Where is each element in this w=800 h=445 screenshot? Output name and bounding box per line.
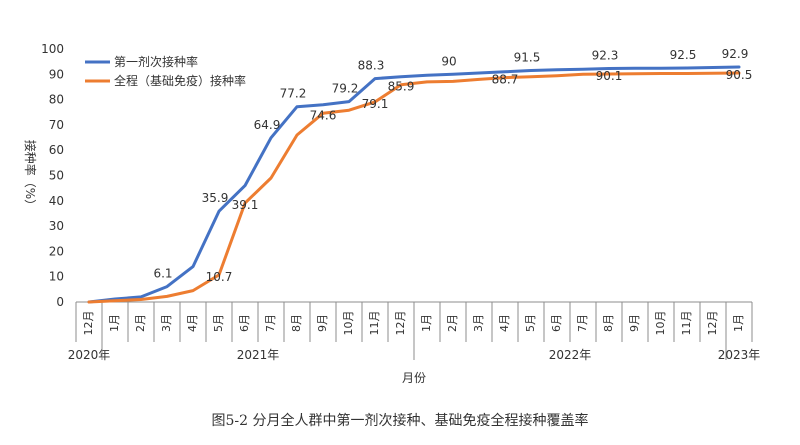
x-tick-label: 11月 xyxy=(368,311,381,336)
data-label: 92.9 xyxy=(722,47,749,61)
y-axis-title: 接种率（%） xyxy=(23,140,38,211)
y-tick-label: 0 xyxy=(56,295,64,309)
x-tick-label: 1月 xyxy=(108,314,121,332)
x-tick-label: 1月 xyxy=(420,314,433,332)
x-tick-label: 12月 xyxy=(394,311,407,336)
data-label: 88.3 xyxy=(358,59,385,73)
x-tick-label: 5月 xyxy=(212,314,225,332)
legend-label: 第一剂次接种率 xyxy=(114,54,198,69)
legend-label: 全程（基础免疫）接种率 xyxy=(114,73,246,88)
x-tick-label: 1月 xyxy=(732,314,745,332)
y-tick-label: 10 xyxy=(49,270,64,284)
x-tick-label: 12月 xyxy=(82,311,95,336)
x-tick-label: 7月 xyxy=(264,314,277,332)
x-tick-label: 11月 xyxy=(680,311,693,336)
x-axis: 12月 1月 2月 3月 4月 5月 6月 7月 8月 9月 10月 11月 12月 1月 2月 3月 4月 5月… xyxy=(68,301,761,362)
data-label: 90.1 xyxy=(596,69,623,83)
y-tick-label: 100 xyxy=(41,42,64,56)
series-line xyxy=(87,71,741,304)
data-label: 10.7 xyxy=(206,270,233,284)
data-label: 79.2 xyxy=(332,82,359,96)
data-label: 90 xyxy=(441,54,456,68)
chart: 0 10 20 30 40 50 60 70 80 90 100 12月 1月 2月 3月 4月 5月 6月 7月… xyxy=(23,42,761,385)
x-tick-label: 2月 xyxy=(446,314,459,332)
x-tick-label: 10月 xyxy=(342,311,355,336)
figure-caption: 图5-2 分月全人群中第一剂次接种、基础免疫全程接种覆盖率 xyxy=(211,413,589,429)
x-tick-label: 8月 xyxy=(290,314,303,332)
year-label: 2023年 xyxy=(718,348,761,362)
y-tick-label: 90 xyxy=(49,67,64,81)
data-label: 39.1 xyxy=(232,198,259,212)
x-tick-label: 7月 xyxy=(576,314,589,332)
year-label: 2022年 xyxy=(549,348,592,362)
x-tick-label: 6月 xyxy=(238,314,251,332)
x-tick-label: 4月 xyxy=(186,314,199,332)
data-label: 91.5 xyxy=(514,51,541,65)
x-tick-label: 6月 xyxy=(550,314,563,332)
data-label: 64.9 xyxy=(254,118,281,132)
y-tick-label: 40 xyxy=(49,194,64,208)
x-tick-label: 10月 xyxy=(654,311,667,336)
data-label: 74.6 xyxy=(310,108,337,122)
y-tick-label: 20 xyxy=(49,244,64,258)
x-tick-label: 12月 xyxy=(706,311,719,336)
series-line xyxy=(87,65,741,304)
data-labels: 6.1 35.9 64.9 77.2 79.2 88.3 90 91.5 92.3 92.5 92.… xyxy=(153,47,752,284)
y-tick-label: 50 xyxy=(49,169,64,183)
data-label: 88.7 xyxy=(492,73,519,87)
data-label: 92.5 xyxy=(670,48,697,62)
data-label: 92.3 xyxy=(592,48,619,62)
data-label: 35.9 xyxy=(202,191,229,205)
year-label: 2021年 xyxy=(237,348,280,362)
data-label: 90.5 xyxy=(726,68,753,82)
y-tick-label: 70 xyxy=(49,118,64,132)
x-tick-label: 2月 xyxy=(134,314,147,332)
x-tick-label: 4月 xyxy=(498,314,511,332)
y-tick-label: 30 xyxy=(49,219,64,233)
data-label: 85.9 xyxy=(388,80,415,94)
y-tick-label: 60 xyxy=(49,143,64,157)
x-tick-label: 3月 xyxy=(472,314,485,332)
x-axis-title: 月份 xyxy=(402,371,426,385)
data-label: 6.1 xyxy=(153,267,172,281)
x-tick-label: 8月 xyxy=(602,314,615,332)
x-tick-label: 5月 xyxy=(524,314,537,332)
data-label: 79.1 xyxy=(362,97,389,111)
y-tick-label: 80 xyxy=(49,93,64,107)
x-tick-label: 3月 xyxy=(160,314,173,332)
year-label: 2020年 xyxy=(68,348,111,362)
series-lines xyxy=(87,65,741,304)
x-tick-label: 9月 xyxy=(628,314,641,332)
x-tick-label: 9月 xyxy=(316,314,329,332)
data-label: 77.2 xyxy=(280,87,307,101)
y-axis-ticks: 0 10 20 30 40 50 60 70 80 90 100 xyxy=(41,42,64,309)
